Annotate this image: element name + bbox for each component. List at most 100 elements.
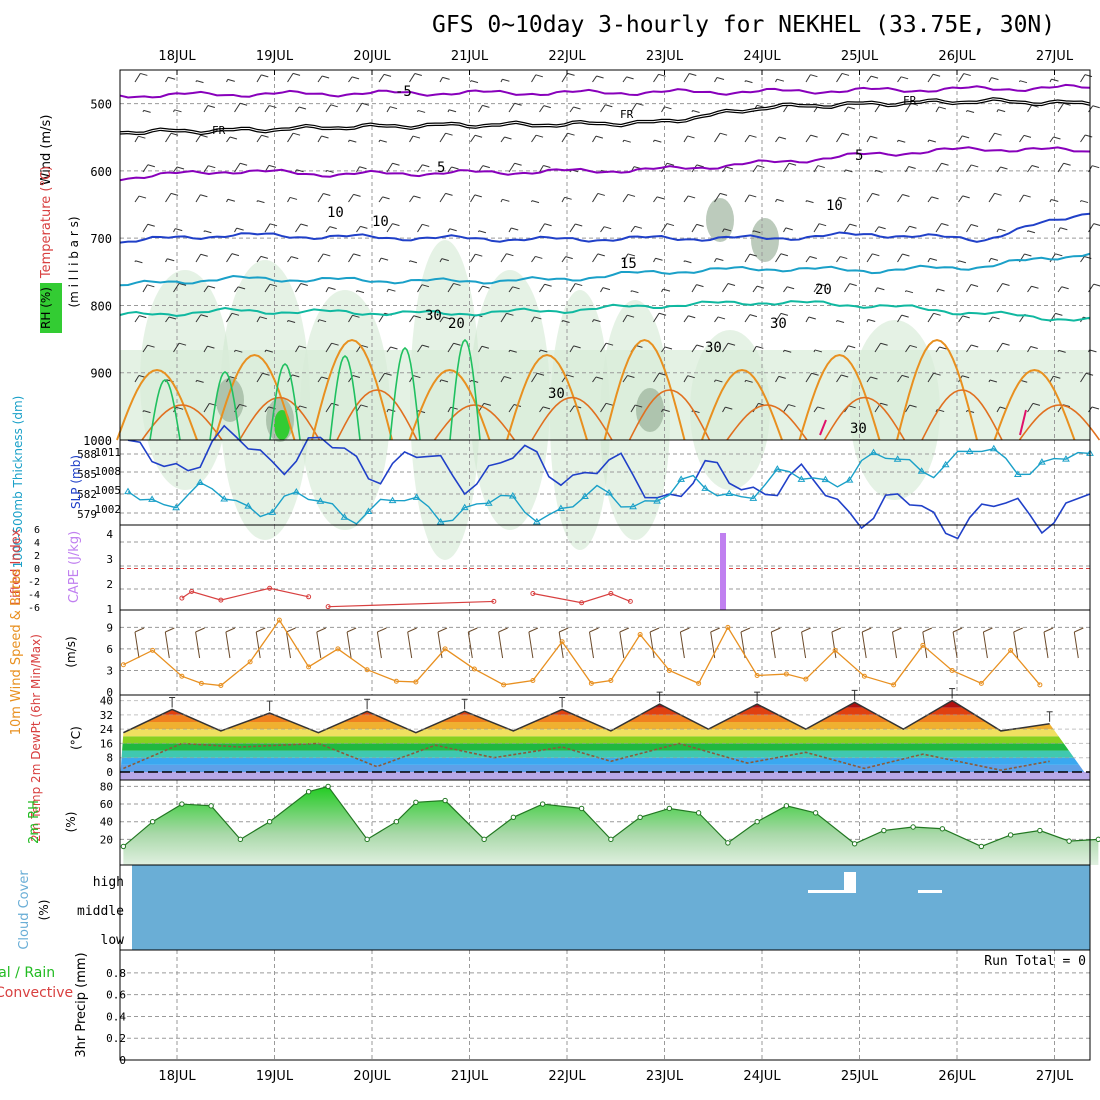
y-tick-label: -2 [28, 577, 40, 588]
wind-barb [905, 345, 911, 353]
thickness-marker [484, 499, 493, 506]
wind-barb [176, 166, 185, 170]
temp-band [120, 729, 1090, 737]
wind-barb [1080, 372, 1087, 383]
wind-barb [696, 223, 704, 227]
wind-barb [696, 164, 704, 168]
wind-barb [348, 139, 350, 143]
wind-barb [299, 405, 307, 409]
wind-barb [966, 224, 972, 233]
rh-point [442, 797, 448, 804]
wind-speed-point [335, 646, 341, 652]
contour-30 [141, 404, 223, 441]
rh-point [666, 805, 673, 812]
wind-barb [958, 260, 967, 264]
wind-barb [500, 79, 503, 83]
wind-barb [770, 631, 776, 659]
date-label-bottom: 27JUL [1036, 1069, 1074, 1084]
wind-barb [1088, 223, 1095, 233]
temp-band [120, 750, 1090, 758]
wind-barb [600, 403, 607, 413]
y-tick-label: 4 [34, 538, 40, 549]
wind-barb [749, 253, 757, 257]
wind-barb [498, 627, 508, 633]
wind-barb [783, 162, 790, 173]
wind-barb [1093, 223, 1100, 226]
wind-barb [868, 319, 876, 322]
wind-barb [292, 72, 301, 76]
y-tick-label: 579 [77, 508, 97, 521]
date-label-top: 26JUL [938, 49, 976, 64]
wind-barb [257, 200, 265, 204]
wind-barb [1088, 283, 1095, 293]
wind-barb [778, 375, 786, 379]
wind-barb [377, 627, 387, 633]
wind-barb [139, 315, 147, 319]
wind-barb [504, 376, 512, 379]
wind-barb [569, 345, 575, 353]
wind-barb [679, 631, 685, 659]
wind-barb [630, 103, 637, 113]
thickness-marker [508, 492, 517, 499]
wind-barb [451, 166, 459, 170]
wind-barb [378, 139, 381, 143]
y-tick-label: -4 [28, 590, 40, 601]
wind-barb [165, 193, 172, 203]
contour-label: -5 [395, 84, 412, 100]
wind-barb [725, 166, 734, 170]
wind-barb [226, 198, 229, 203]
wind-barb [905, 103, 912, 113]
wind-barb [325, 104, 332, 113]
cloud-cover-area [132, 865, 1090, 950]
wind-barb [658, 372, 667, 376]
wind-barb [634, 225, 643, 229]
wind-barb [1051, 198, 1059, 202]
wind-barb [134, 135, 139, 143]
cloud-clear [844, 872, 856, 893]
thickness-marker [412, 493, 421, 500]
wind-barb [658, 73, 666, 77]
wind-barb [933, 372, 941, 376]
wind-barb [134, 375, 140, 383]
wind-barb [386, 409, 389, 413]
wind-barb [654, 139, 662, 143]
wind-barb [988, 77, 992, 83]
thickness-marker [460, 503, 469, 511]
wind-barb [595, 135, 604, 139]
contour-30 [726, 404, 808, 441]
wind-barb [653, 74, 659, 83]
rh-shading-dark [216, 378, 244, 422]
y-tick-label: 0.6 [106, 989, 126, 1002]
wind-barb [142, 164, 149, 173]
wind-barb [528, 631, 534, 659]
wind-barb [234, 102, 241, 113]
rh-point [179, 801, 185, 807]
wind-barb [880, 342, 888, 346]
rh-point [510, 814, 517, 820]
wind-barb [147, 164, 155, 168]
wind-barb [142, 110, 145, 113]
axis-label-precip: 3hr Precip (mm) [74, 952, 89, 1057]
wind-barb [236, 227, 244, 231]
wind-barb [788, 162, 797, 166]
wind-barb [866, 193, 873, 203]
wind-barb [231, 253, 240, 257]
wind-barb [744, 194, 750, 203]
wind-barb [386, 163, 393, 173]
wind-barb [752, 346, 757, 353]
wind-barb [439, 77, 444, 83]
wind-speed-point [725, 624, 731, 630]
wind-barb [966, 344, 972, 353]
wind-barb [691, 224, 698, 233]
wind-barb [300, 283, 308, 286]
wind-barb [317, 253, 324, 263]
wind-barb [722, 228, 725, 233]
wind-barb [661, 288, 664, 293]
wind-barb [971, 344, 979, 348]
wind-barb [1049, 376, 1054, 383]
y-tick-label: 900 [90, 367, 112, 381]
wind-barb [173, 283, 180, 293]
rh-point [754, 819, 760, 825]
wind-barb [874, 342, 882, 353]
wind-barb [788, 404, 796, 408]
